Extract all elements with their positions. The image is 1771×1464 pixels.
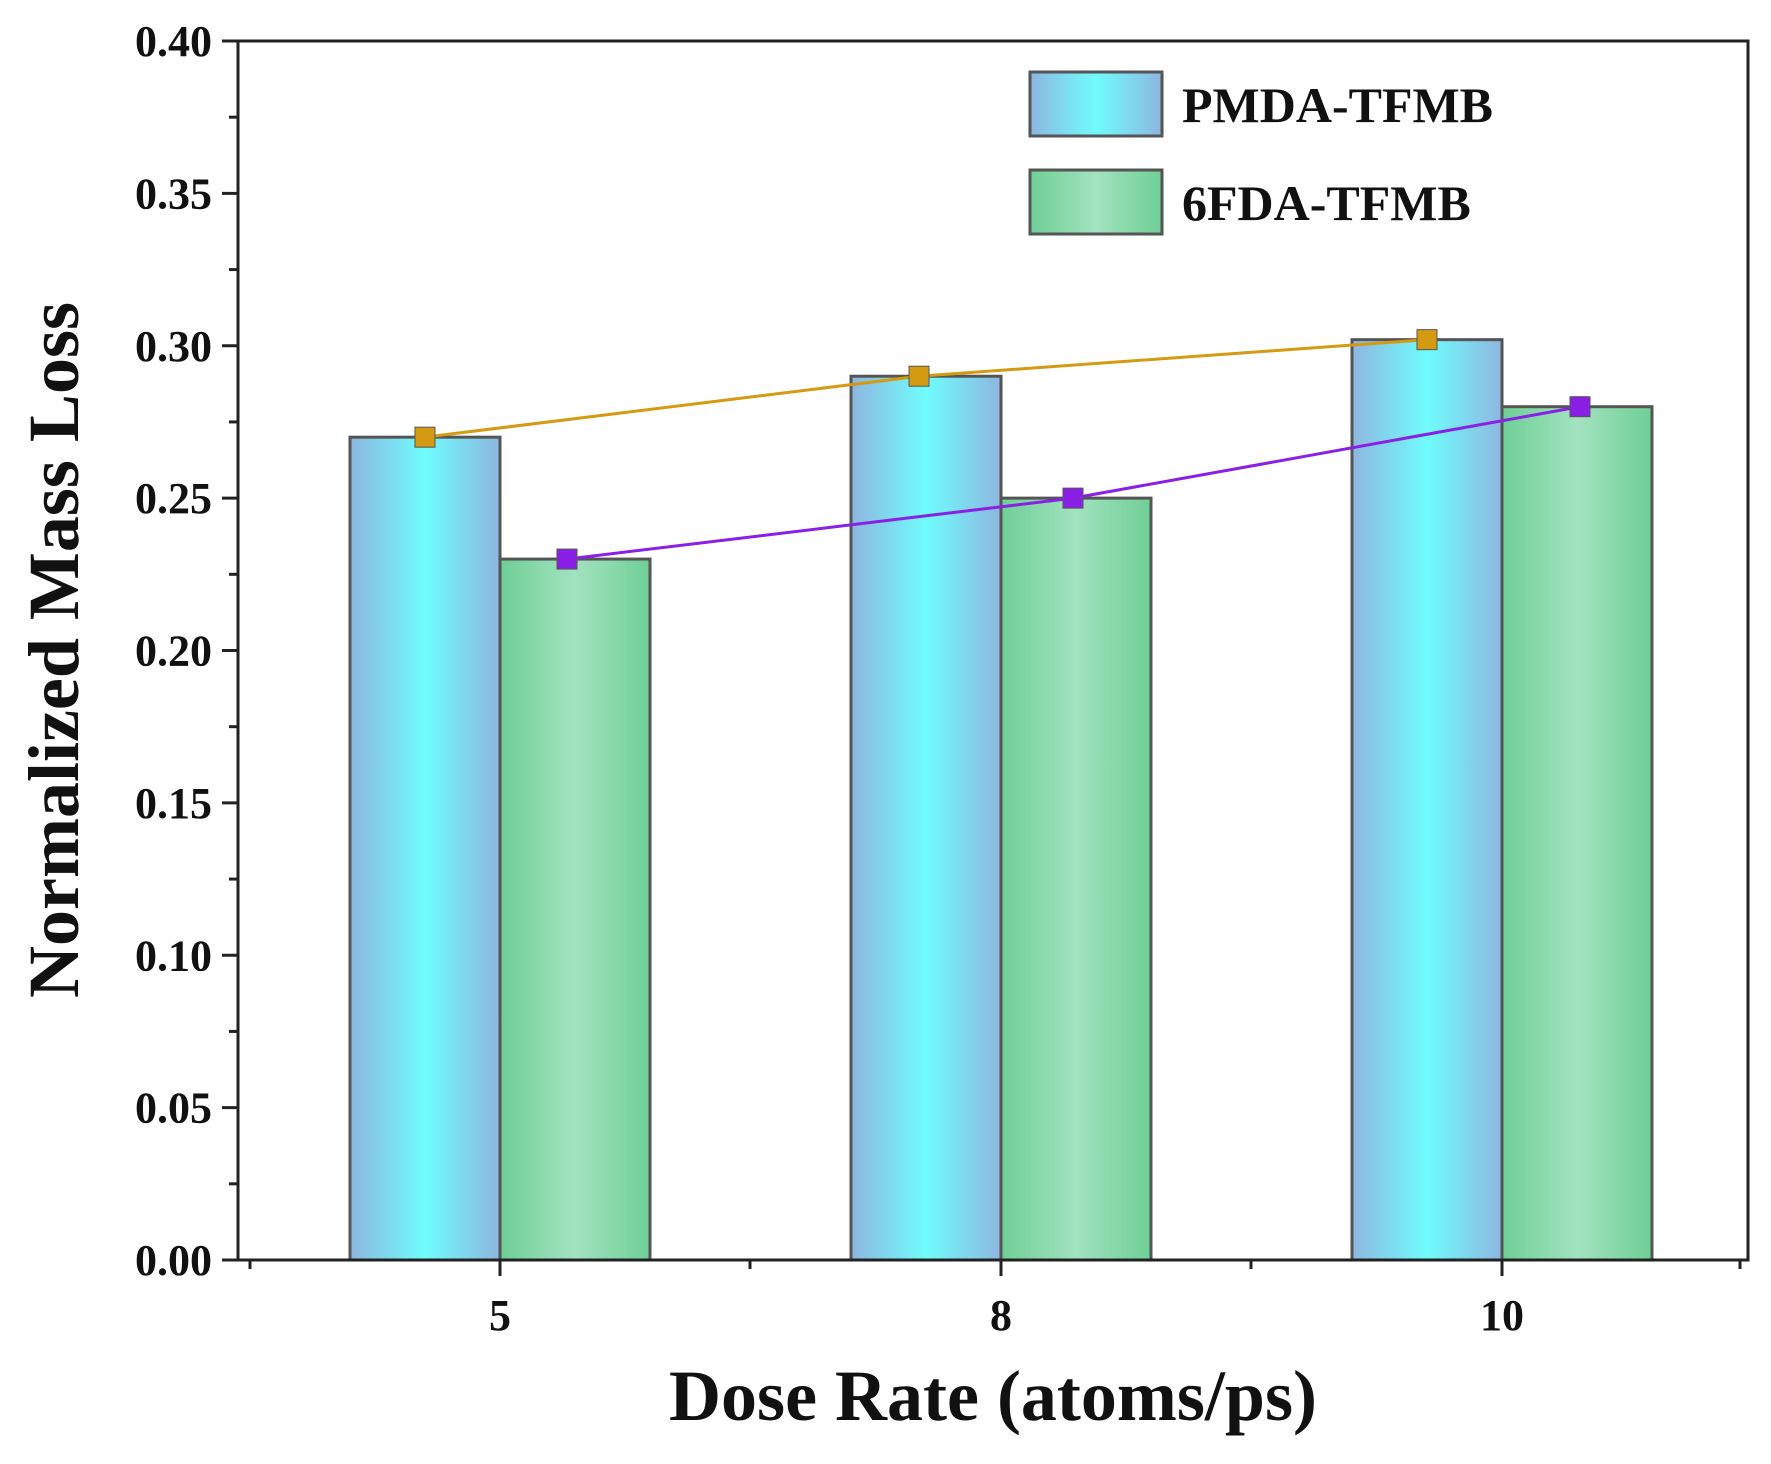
x-axis-title: Dose Rate (atoms/ps) xyxy=(669,1356,1317,1436)
x-tick-label: 8 xyxy=(990,1291,1012,1340)
legend: PMDA-TFMB 6FDA-TFMB xyxy=(1028,70,1493,236)
legend-label-pmda: PMDA-TFMB xyxy=(1182,77,1493,133)
y-tick-label: 0.05 xyxy=(135,1084,212,1133)
y-tick-label: 0.20 xyxy=(135,627,212,676)
bar-6fda-5 xyxy=(498,557,652,1262)
y-tick-label: 0.40 xyxy=(135,17,212,66)
x-tick-label: 10 xyxy=(1480,1291,1524,1340)
bar-pmda-5 xyxy=(348,435,502,1262)
y-tick-label: 0.10 xyxy=(135,931,212,980)
trend-lines-layer xyxy=(414,329,1591,570)
marker-6fda-8 xyxy=(1062,487,1084,509)
bar-6fda-10 xyxy=(1500,405,1654,1262)
legend-swatch-6fda xyxy=(1028,168,1164,236)
y-tick-label: 0.15 xyxy=(135,779,212,828)
x-tick-label: 5 xyxy=(489,1291,511,1340)
axes-layer: 0.00 0.05 0.10 0.15 0.20 0.25 0.30 0.35 0.40 5 8 10… xyxy=(14,17,1750,1436)
marker-6fda-10 xyxy=(1569,396,1591,418)
bars-layer xyxy=(348,338,1654,1262)
marker-6fda-5 xyxy=(556,548,578,570)
legend-swatch-pmda xyxy=(1028,70,1164,138)
bar-pmda-10 xyxy=(1350,338,1504,1262)
legend-label-6fda: 6FDA-TFMB xyxy=(1182,175,1471,231)
marker-pmda-8 xyxy=(908,365,930,387)
marker-pmda-10 xyxy=(1416,329,1438,351)
y-tick-label: 0.30 xyxy=(135,322,212,371)
bar-6fda-8 xyxy=(999,496,1153,1262)
y-tick-label: 0.00 xyxy=(135,1236,212,1285)
y-tick-label: 0.25 xyxy=(135,474,212,523)
y-axis-title: Normalized Mass Loss xyxy=(14,302,94,998)
y-tick-label: 0.35 xyxy=(135,169,212,218)
bar-pmda-8 xyxy=(849,374,1003,1262)
marker-pmda-5 xyxy=(414,426,436,448)
